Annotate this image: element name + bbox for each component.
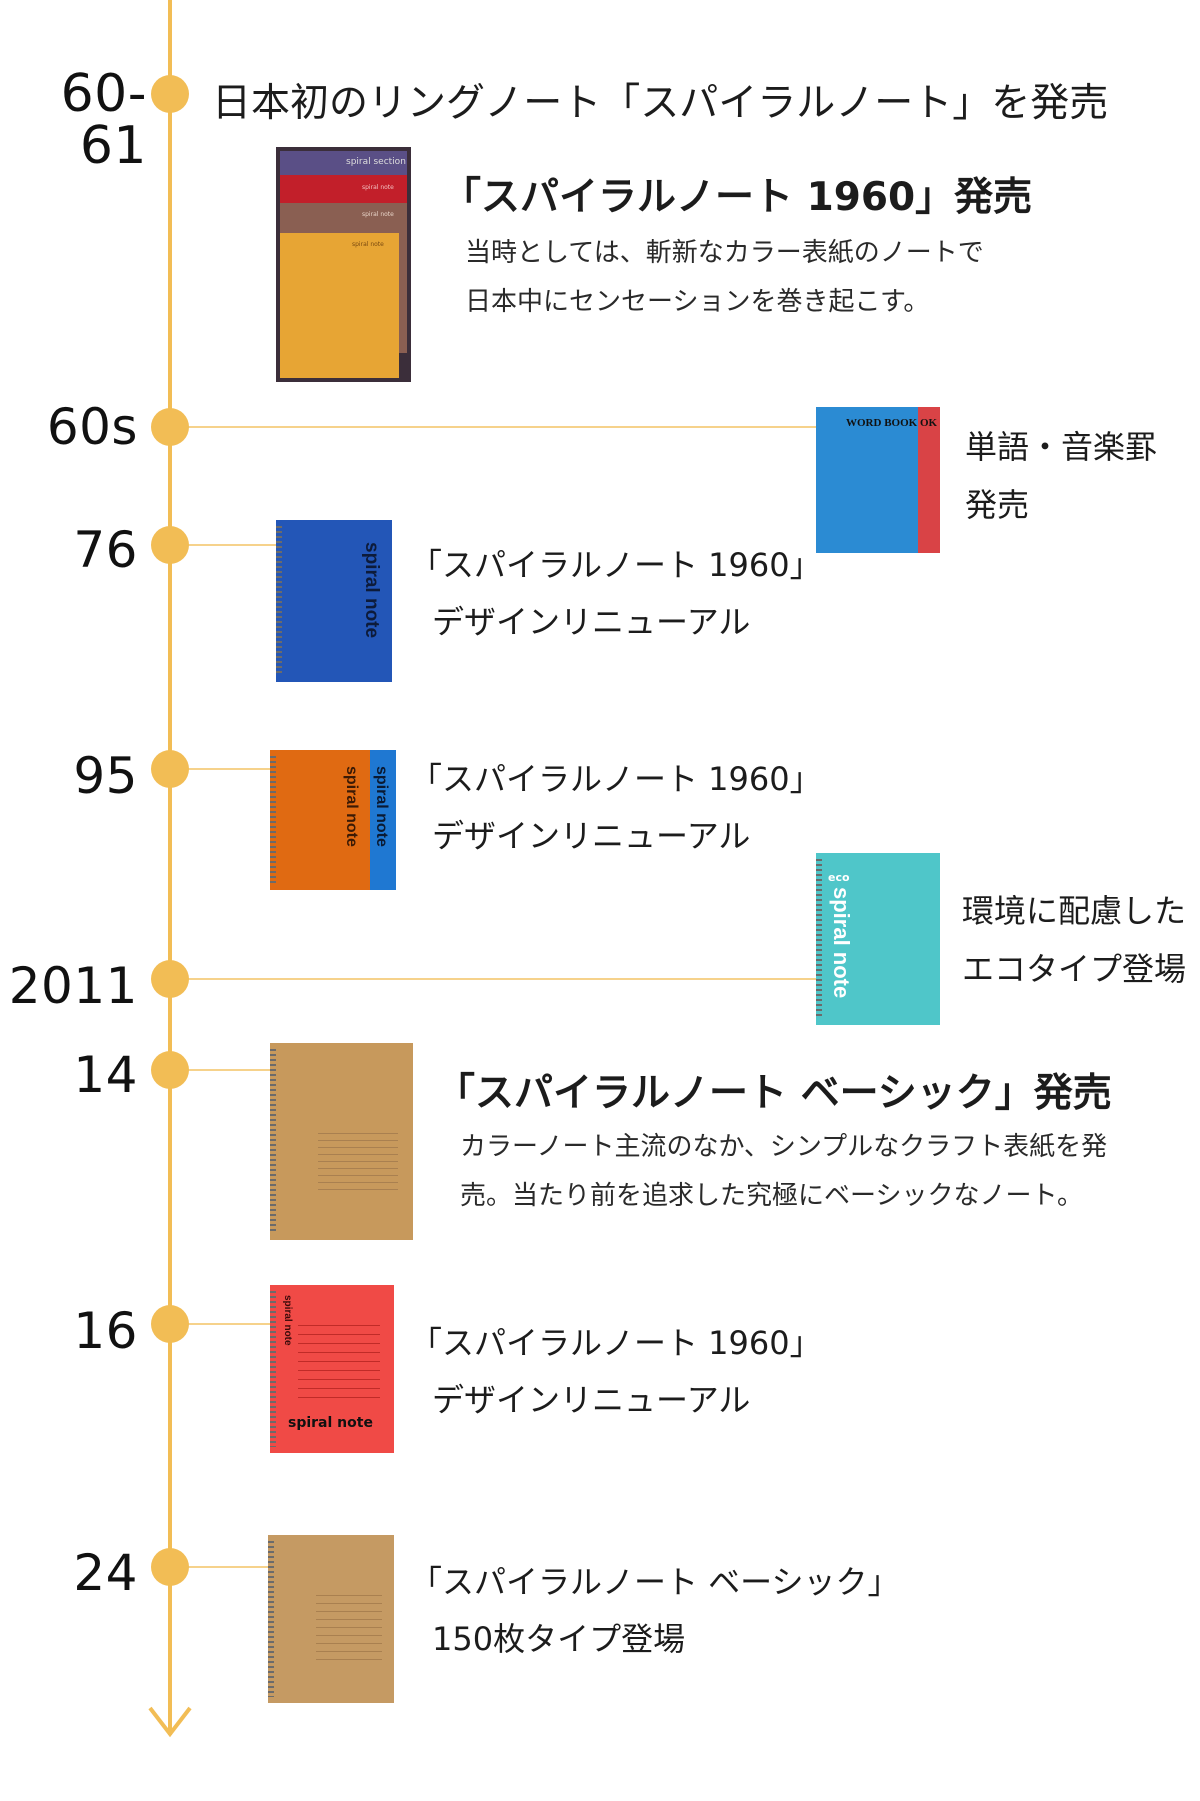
timeline-dot-95 xyxy=(151,750,189,788)
year-label-2011: 2011 xyxy=(8,957,138,1015)
year-label-76: 76 xyxy=(73,521,138,579)
word-book-image: WORD BOOK OK xyxy=(816,407,940,553)
timeline-axis xyxy=(168,0,172,1735)
event-label-line: エコタイプ登場 xyxy=(962,950,1187,988)
event-label-line: 「スパイラルノート 1960」 xyxy=(410,546,822,584)
event-description-line: カラーノート主流のなか、シンプルなクラフト表紙を発 xyxy=(460,1132,1108,1162)
year-label-16: 16 xyxy=(73,1302,138,1360)
event-label-line: 「スパイラルノート 1960」 xyxy=(410,760,822,798)
event-label-line: 「スパイラルノート ベーシック」 xyxy=(410,1563,900,1601)
spiral-note-1976-image: spiral note xyxy=(276,520,392,682)
spiral-binding xyxy=(270,1049,276,1234)
spiral-binding xyxy=(270,1291,276,1447)
year-label-24: 24 xyxy=(73,1544,138,1602)
event-label-line: デザインリニューアル xyxy=(432,603,751,641)
image-label: spiral note xyxy=(282,1295,293,1346)
eco-spiral-note-image: eco spiral note xyxy=(816,853,940,1025)
spiral-note-1995-image: spiral note spiral note xyxy=(270,750,396,890)
timeline-dot-2011 xyxy=(151,960,189,998)
year-label-14: 14 xyxy=(73,1046,138,1104)
event-label-line: 発売 xyxy=(965,486,1030,524)
event-label-line: 150枚タイプ登場 xyxy=(432,1620,686,1658)
image-label: eco xyxy=(828,871,850,884)
image-label: spiral section xyxy=(346,157,406,167)
event-label-line: 単語・音楽罫 xyxy=(965,428,1158,466)
event-heading-basic-launch: 「スパイラルノート ベーシック」発売 xyxy=(436,1071,1112,1116)
image-label: spiral note xyxy=(362,211,394,218)
timeline-dot-14 xyxy=(151,1051,189,1089)
timeline-dot-16 xyxy=(151,1305,189,1343)
timeline-dot-60s xyxy=(151,408,189,446)
image-label: WORD BOOK xyxy=(846,417,918,429)
image-label: OK xyxy=(920,417,938,429)
image-label: spiral note xyxy=(352,241,384,248)
image-label: spiral note xyxy=(288,1415,373,1431)
connector-line-2011 xyxy=(186,978,816,980)
spiral-note-basic-150-image xyxy=(268,1535,394,1703)
image-label: spiral note xyxy=(373,766,390,847)
spiral-binding xyxy=(276,526,282,676)
connector-line-95 xyxy=(186,768,276,770)
event-description-line: 日本中にセンセーションを巻き起こす。 xyxy=(465,287,930,317)
connector-line-16 xyxy=(186,1323,270,1325)
image-label: spiral note xyxy=(343,766,360,847)
connector-line-24 xyxy=(186,1566,270,1568)
event-description-line: 当時としては、斬新なカラー表紙のノートで xyxy=(465,238,984,268)
spiral-binding xyxy=(268,1541,274,1697)
timeline-arrow-icon xyxy=(148,1706,192,1738)
image-label: spiral note xyxy=(362,184,394,191)
spiral-binding xyxy=(816,859,822,1019)
event-description-line: 売。当たり前を追求した究極にベーシックなノート。 xyxy=(460,1181,1083,1211)
event-label-line: デザインリニューアル xyxy=(432,817,751,855)
connector-line-14 xyxy=(186,1069,270,1071)
spiral-note-basic-image xyxy=(270,1043,413,1240)
connector-line-60s xyxy=(186,426,816,428)
spiral-note-2016-image: spiral note spiral note xyxy=(270,1285,394,1453)
year-label-95: 95 xyxy=(73,747,138,805)
image-label: spiral note xyxy=(361,542,382,639)
event-heading-1960-launch: 「スパイラルノート 1960」発売 xyxy=(442,175,1033,220)
timeline-dot-76 xyxy=(151,526,189,564)
year-label-60-61: 60-61 xyxy=(60,64,147,176)
event-label-line: デザインリニューアル xyxy=(432,1381,751,1419)
event-label-line: 「スパイラルノート 1960」 xyxy=(410,1324,822,1362)
event-label-line: 環境に配慮した xyxy=(962,892,1187,930)
connector-line-76 xyxy=(186,544,276,546)
year-label-60s: 60s xyxy=(46,398,138,456)
spiral-note-1960-stack-image: spiral section spiral note spiral note s… xyxy=(276,147,411,382)
image-label: spiral note xyxy=(829,887,854,999)
spiral-binding xyxy=(270,756,276,884)
timeline-dot-24 xyxy=(151,1548,189,1586)
event-heading-60-61: 日本初のリングノート「スパイラルノート」を発売 xyxy=(212,81,1109,126)
timeline-dot-60-61 xyxy=(151,75,189,113)
